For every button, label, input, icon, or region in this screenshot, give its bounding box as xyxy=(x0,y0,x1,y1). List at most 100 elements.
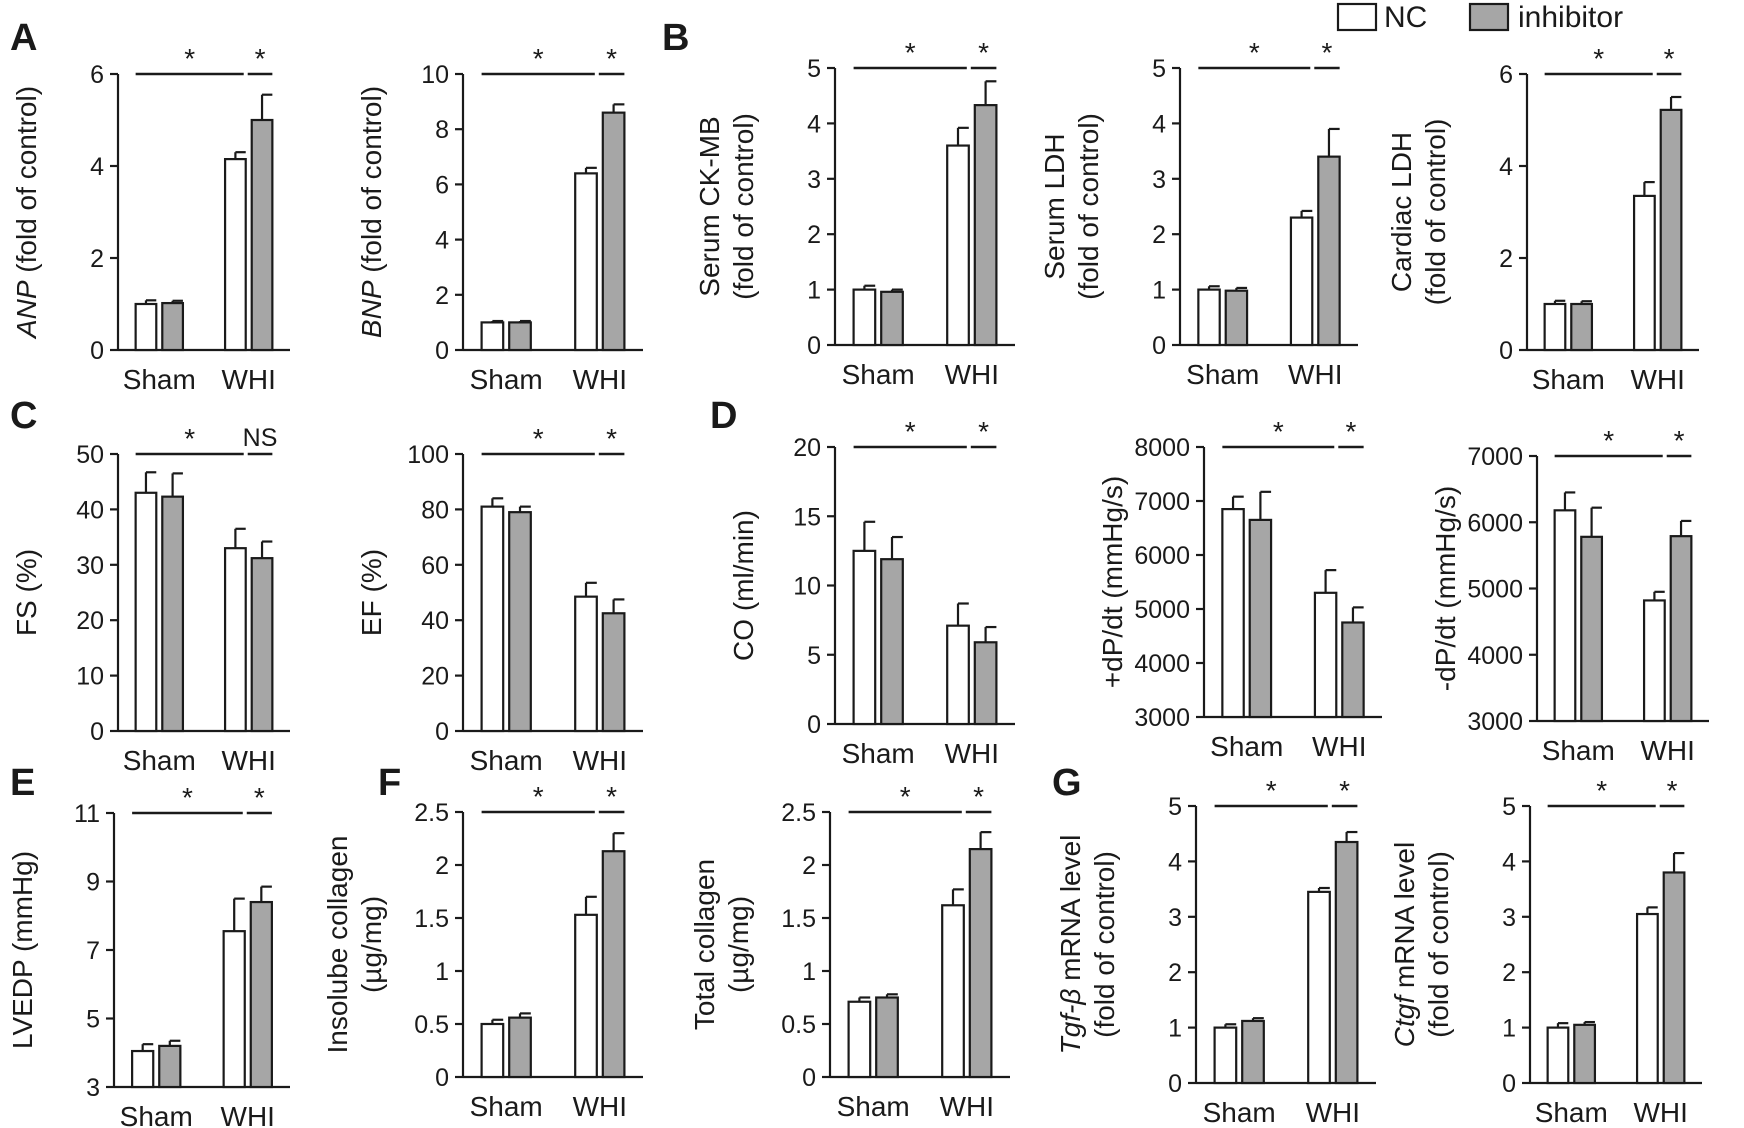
bar-inhibitor-whi xyxy=(250,118,274,352)
bar-nc-sham xyxy=(852,549,877,726)
bar-inhibitor-sham xyxy=(1570,302,1594,352)
y-axis-label: (fold of control) xyxy=(1089,851,1120,1038)
bar-inhibitor-sham xyxy=(875,996,899,1079)
y-tick-label: 15 xyxy=(793,503,821,531)
y-tick-label: 20 xyxy=(793,434,821,462)
y-tick-label: 5 xyxy=(86,1006,100,1034)
y-axis-label: (fold of control) xyxy=(728,113,759,300)
bar-nc-sham xyxy=(852,288,877,347)
x-category-label: WHI xyxy=(945,359,999,390)
significance-star: * xyxy=(978,416,989,447)
bar-nc-whi xyxy=(222,930,246,1089)
y-tick-label: 0 xyxy=(807,332,821,360)
y-tick-label: 4 xyxy=(1152,110,1166,138)
chart-lvedp: 3 5 7 9 11 Sham WHI * * LVEDP (mmHg) xyxy=(7,782,290,1128)
significance-star: * xyxy=(1346,416,1357,447)
significance-star: * xyxy=(1249,37,1260,68)
chart-co: 0 5 10 15 20 Sham WHI * * CO (ml/min) xyxy=(728,416,1015,769)
significance-star: * xyxy=(533,781,544,812)
significance-star: * xyxy=(184,423,195,454)
y-tick-label: 4 xyxy=(1499,153,1513,181)
y-tick-label: 0.5 xyxy=(414,1011,449,1039)
panel-letter-a: A xyxy=(10,17,37,59)
panel-letter-f: F xyxy=(378,762,401,804)
chart-cardiac-ldh: 0 2 4 6 Sham WHI * * Cardiac LDH (fold of control… xyxy=(1386,43,1699,395)
x-category-label: WHI xyxy=(221,1101,275,1128)
chart-total-collagen: 0 0.5 1 1.5 2 2.5 Sham WHI * * Total collagen (µg/m… xyxy=(689,781,1010,1122)
y-tick-label: 0 xyxy=(1152,332,1166,360)
y-axis-label: (fold of control) xyxy=(1073,113,1104,300)
bar-inhibitor-sham xyxy=(1573,1023,1597,1085)
x-category-label: WHI xyxy=(573,364,627,395)
bar-nc-sham xyxy=(134,491,158,733)
bar-inhibitor-sham xyxy=(508,321,532,352)
y-tick-label: 2 xyxy=(90,245,104,273)
y-tick-label: 1 xyxy=(435,958,449,986)
y-tick-label: 2 xyxy=(435,282,449,310)
y-tick-label: 5 xyxy=(807,642,821,670)
y-tick-label: 0.5 xyxy=(781,1011,816,1039)
y-axis-label: CO (ml/min) xyxy=(728,510,759,661)
x-category-label: Sham xyxy=(1186,359,1259,390)
y-axis-label: Ctgf mRNA level xyxy=(1389,842,1420,1047)
y-tick-label: 0 xyxy=(435,718,449,746)
x-category-label: Sham xyxy=(842,359,915,390)
y-tick-label: 0 xyxy=(90,337,104,365)
y-axis-label: ANP (fold of control) xyxy=(11,86,42,340)
significance-star: * xyxy=(1593,43,1604,74)
panel-letter-b: B xyxy=(662,17,689,59)
bar-inhibitor-whi xyxy=(1659,108,1683,352)
y-axis-label: -dP/dt (mmHg/s) xyxy=(1430,486,1461,691)
y-tick-label: 2 xyxy=(1152,221,1166,249)
y-tick-label: 3 xyxy=(1152,166,1166,194)
bar-inhibitor-sham xyxy=(1580,535,1604,723)
significance-star: * xyxy=(1322,37,1333,68)
x-category-label: Sham xyxy=(1203,1097,1276,1128)
y-tick-label: 1 xyxy=(807,277,821,305)
y-tick-label: 1 xyxy=(1502,1015,1516,1043)
bar-inhibitor-sham xyxy=(880,290,904,347)
bar-nc-sham xyxy=(1213,1026,1238,1085)
bar-nc-sham xyxy=(480,505,505,733)
chart-serum-ldh: 0 1 2 3 4 5 Sham WHI * * Serum LDH (fold of control… xyxy=(1039,37,1358,390)
bar-inhibitor-whi xyxy=(601,612,626,733)
y-axis-label: (fold of control) xyxy=(1420,119,1451,306)
bar-nc-sham xyxy=(1546,1026,1570,1085)
significance-star: * xyxy=(184,43,195,74)
y-tick-label: 0 xyxy=(1499,337,1513,365)
x-category-label: Sham xyxy=(837,1091,910,1122)
bar-inhibitor-whi xyxy=(973,104,998,347)
y-tick-label: 2 xyxy=(1502,959,1516,987)
y-axis-label: Cardiac LDH xyxy=(1386,132,1417,292)
y-tick-label: 0 xyxy=(1502,1070,1516,1098)
x-category-label: Sham xyxy=(123,364,196,395)
significance-ns-label: NS xyxy=(243,424,278,452)
x-category-label: WHI xyxy=(945,738,999,769)
y-tick-label: 30 xyxy=(76,552,104,580)
x-category-label: WHI xyxy=(222,364,276,395)
y-tick-label: 7000 xyxy=(1134,488,1190,516)
y-axis-label: (µg/mg) xyxy=(356,896,387,993)
bar-nc-whi xyxy=(1642,599,1666,723)
x-category-label: WHI xyxy=(940,1091,994,1122)
y-tick-label: 10 xyxy=(421,61,449,89)
y-tick-label: 1 xyxy=(802,958,816,986)
significance-star: * xyxy=(606,423,617,454)
y-tick-label: 40 xyxy=(76,496,104,524)
chart-dpdt-min: 3000 4000 5000 6000 7000 Sham WHI * * -dP/dt (mmH… xyxy=(1430,425,1709,766)
panel-letter-e: E xyxy=(10,762,35,804)
bar-nc-sham xyxy=(847,1000,872,1079)
significance-star: * xyxy=(1664,43,1675,74)
y-tick-label: 4000 xyxy=(1134,650,1190,678)
legend: NC inhibitor xyxy=(1336,1,1623,34)
panel-letter-d: D xyxy=(710,395,737,437)
bar-nc-whi xyxy=(1313,591,1338,719)
x-category-label: WHI xyxy=(1641,735,1695,766)
bar-inhibitor-whi xyxy=(601,111,626,352)
bar-nc-whi xyxy=(946,144,970,347)
chart-ef: 0 20 40 60 80 100 Sham WHI * * EF (%) xyxy=(356,423,643,776)
y-tick-label: 10 xyxy=(793,573,821,601)
significance-star: * xyxy=(182,782,193,813)
x-category-label: Sham xyxy=(1542,735,1615,766)
bar-nc-whi xyxy=(574,595,598,733)
